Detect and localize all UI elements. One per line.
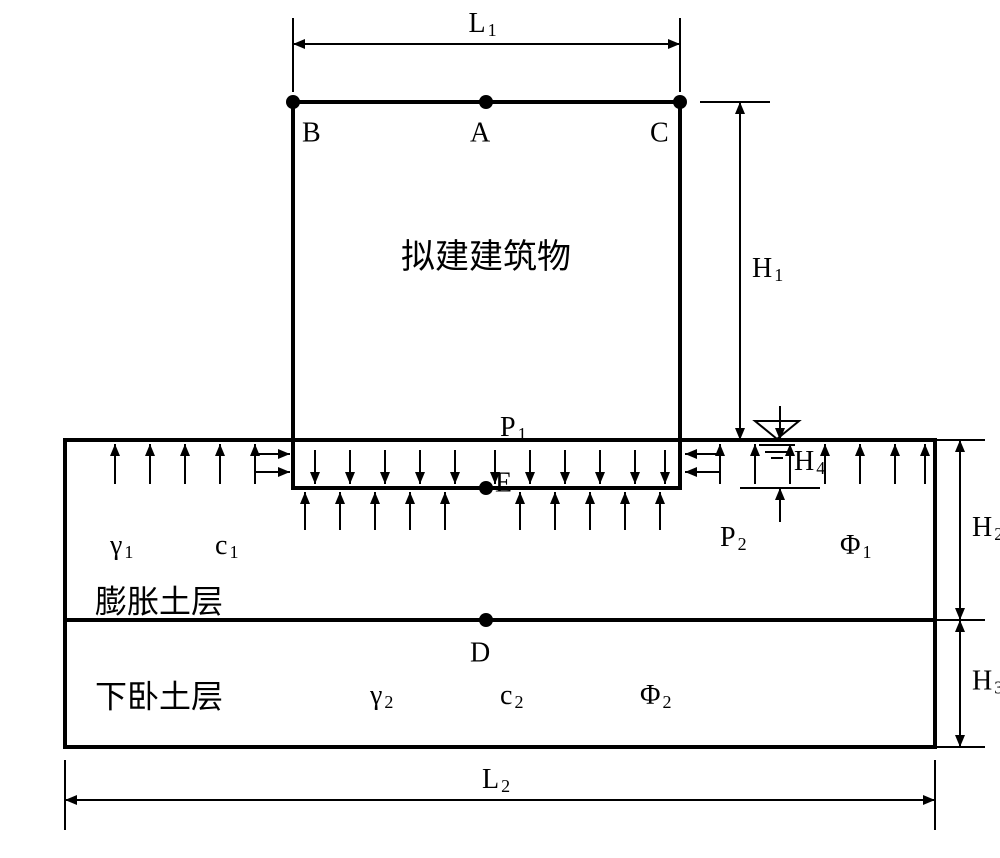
param-label: Φ2 (640, 680, 671, 711)
dim-label: L2 (482, 764, 510, 795)
point-label-C: C (650, 117, 669, 148)
underlying-soil-label: 下卧土层 (95, 678, 223, 714)
param-label: γ1 (109, 530, 133, 561)
param-label: P1 (500, 412, 527, 443)
param-label: c2 (500, 680, 523, 711)
dim-label: H4 (794, 446, 825, 477)
point-label-E: E (495, 467, 512, 498)
dim-label: H1 (752, 253, 783, 284)
dim-label: L1 (469, 8, 497, 39)
point-label-B: B (302, 117, 321, 148)
dim-label: H3 (972, 666, 1000, 697)
point-label-D: D (470, 637, 490, 668)
building-label: 拟建建筑物 (401, 238, 571, 276)
param-label: c1 (215, 530, 238, 561)
point-label-A: A (470, 117, 491, 148)
param-label: P2 (720, 522, 747, 553)
diagram-svg: L1 L2 H1 H2 H3 H4 A B C D E 拟建建筑物膨胀土层下卧土层 P1 P2 γ1 c1 Φ1… (0, 0, 1000, 858)
expansive-soil-label: 膨胀土层 (95, 583, 223, 619)
dim-label: H2 (972, 512, 1000, 543)
param-label: γ2 (369, 680, 393, 711)
param-label: Φ1 (840, 530, 871, 561)
